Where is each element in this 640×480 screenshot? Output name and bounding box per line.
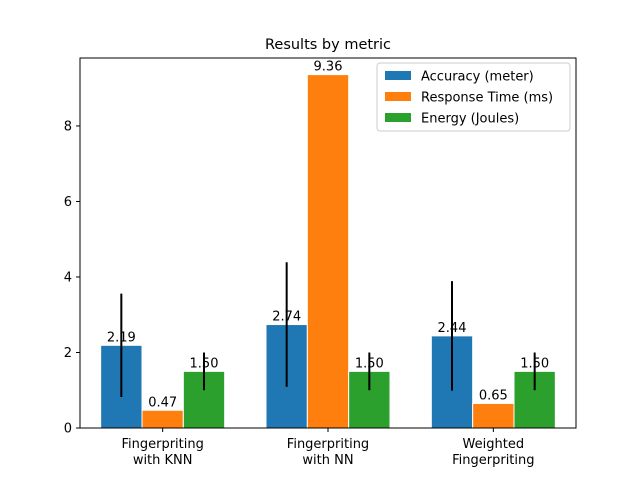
legend: Accuracy (meter) Response Time (ms) Energy… [376,62,571,132]
y-tick-label: 2 [64,346,72,361]
data-label-s2-c0: 1.50 [190,356,219,371]
data-label-s2-c1: 1.50 [355,356,384,371]
x-tick-label: Fingerpriting with KNN [121,437,203,468]
y-tick-label: 6 [64,195,72,210]
x-tick-label: Fingerpriting with NN [287,437,369,468]
legend-label-2: Energy (Joules) [421,112,519,127]
legend-box [376,62,571,132]
data-label-s0-c0: 2.19 [107,330,136,345]
data-label-s1-c1: 9.36 [314,60,343,75]
data-label-s1-c0: 0.47 [148,395,177,410]
legend-swatch-0 [385,71,411,80]
legend-swatch-1 [385,92,411,101]
bar-s1-c0 [141,409,184,429]
data-label-s0-c2: 2.44 [438,321,467,336]
legend-label-0: Accuracy (meter) [421,70,534,85]
y-tick-label: 8 [64,119,72,134]
data-label-s2-c2: 1.50 [520,356,549,371]
data-label-s1-c2: 0.65 [479,388,508,403]
y-tick-label: 4 [64,270,72,285]
legend-label-1: Response Time (ms) [421,91,553,106]
bar-s1-c2 [472,402,515,429]
legend-swatch-2 [385,113,411,122]
y-tick-label: 0 [64,422,72,437]
y-axis: 0 2 4 6 8 [64,119,80,437]
data-label-s0-c1: 2.74 [272,310,301,325]
data-labels-layer: 2.19 2.74 2.44 0.47 9.36 0.65 1.50 1.50 1.50 [107,60,549,411]
bar-s1-c1 [306,74,350,429]
x-axis: Fingerpriting with KNN Fingerpriting with N… [121,428,535,468]
chart-title: Results by metric [265,37,391,53]
error-bars-layer [120,262,536,398]
x-tick-label: Weighted Fingerpriting [452,437,534,468]
